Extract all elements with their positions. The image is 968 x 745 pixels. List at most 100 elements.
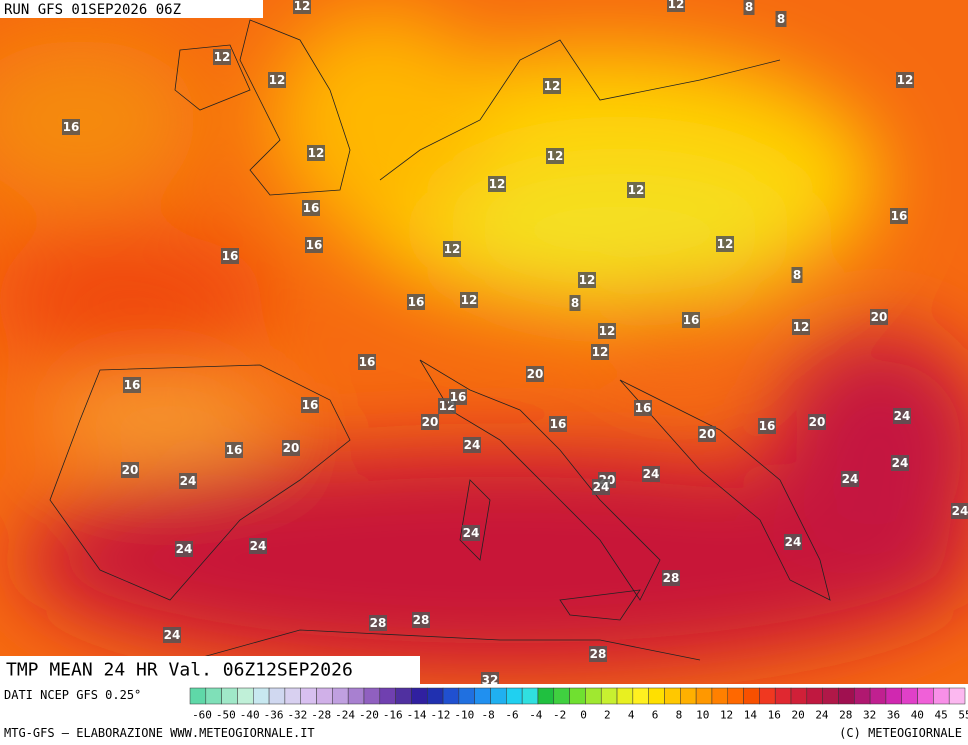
scale-label: 40 (911, 709, 924, 722)
scale-box (347, 687, 365, 705)
scale-label: -8 (482, 709, 495, 722)
scale-box (838, 687, 855, 705)
label-box (775, 11, 787, 27)
scale-box (316, 687, 333, 705)
scale-box (917, 687, 934, 705)
label-box (358, 354, 376, 370)
scale-box (869, 687, 887, 705)
isotherm-label: 12 (444, 242, 461, 256)
isotherm-label: 16 (683, 313, 700, 327)
label-box (592, 479, 610, 495)
label-box (634, 400, 652, 416)
isotherm-label: 20 (422, 415, 439, 429)
label-box (301, 397, 319, 413)
label-box (221, 248, 239, 264)
label-box (792, 319, 810, 335)
isotherm-label: 8 (777, 12, 785, 26)
scale-box (221, 687, 238, 705)
isotherm-label: 20 (871, 310, 888, 324)
scale-label: -12 (431, 709, 451, 722)
isotherm-label: 8 (793, 268, 801, 282)
label-box (225, 442, 243, 458)
label-box (784, 534, 802, 550)
label-box (305, 237, 323, 253)
isotherm-label: 16 (63, 120, 80, 134)
scale-box (600, 687, 618, 705)
label-box (642, 466, 660, 482)
isotherm-label: 12 (628, 183, 645, 197)
scale-label: 14 (744, 709, 758, 722)
label-box (758, 418, 776, 434)
scale-label: -14 (407, 709, 427, 722)
scale-label: 10 (696, 709, 709, 722)
scale-box (680, 687, 697, 705)
label-box (412, 612, 430, 628)
scale-label: -4 (529, 709, 543, 722)
scale-box (648, 687, 665, 705)
label-box (891, 455, 909, 471)
isotherm-label: 28 (370, 616, 387, 630)
isotherm-label: 12 (461, 293, 478, 307)
scale-box (901, 687, 918, 705)
scale-box (664, 687, 681, 705)
scale-box (774, 687, 792, 705)
scale-box (553, 687, 570, 705)
scale-label: 4 (628, 709, 635, 722)
scale-box (806, 687, 823, 705)
scale-box (885, 687, 902, 705)
isotherm-label: 12 (717, 237, 734, 251)
isotherm-label: 24 (463, 526, 480, 540)
isotherm-label: 16 (124, 378, 141, 392)
label-box (307, 145, 325, 161)
scale-label: 2 (604, 709, 611, 722)
isotherm-label: 24 (593, 480, 610, 494)
isotherm-label: 24 (785, 535, 802, 549)
isotherm-label: 28 (413, 613, 430, 627)
label-box (460, 292, 478, 308)
label-box (667, 0, 685, 12)
isotherm-label: 12 (897, 73, 914, 87)
isotherm-label: 24 (643, 467, 660, 481)
label-box (808, 414, 826, 430)
label-box (249, 538, 267, 554)
label-box (841, 471, 859, 487)
scale-box (521, 687, 539, 705)
label-box (662, 570, 680, 586)
scale-box (632, 687, 649, 705)
scale-label: -32 (287, 709, 307, 722)
scale-label: -10 (454, 709, 474, 722)
isotherm-label: 20 (283, 441, 300, 455)
isotherm-label: 12 (214, 50, 231, 64)
label-box (462, 525, 480, 541)
isotherm-label: 12 (489, 177, 506, 191)
isotherm-label: 16 (450, 390, 467, 404)
scale-box (189, 687, 207, 705)
isotherm-label: 12 (547, 149, 564, 163)
scale-label: 16 (768, 709, 781, 722)
scale-box (284, 687, 301, 705)
scale-label: -6 (505, 709, 518, 722)
scale-label: 6 (652, 709, 659, 722)
scale-box (363, 687, 381, 705)
scale-box (537, 687, 555, 705)
coastlines (49, 19, 831, 681)
isotherm-label: 28 (663, 571, 680, 585)
label-box (546, 148, 564, 164)
isotherm-label: 12 (668, 0, 685, 11)
label-box (449, 389, 467, 405)
label-box (282, 440, 300, 456)
scale-box (268, 687, 286, 705)
scale-box (854, 687, 871, 705)
isotherm-label: 24 (180, 474, 197, 488)
isotherm-label: 16 (226, 443, 243, 457)
isotherm-label: 16 (302, 398, 319, 412)
label-box (870, 309, 888, 325)
isotherm-label: 8 (571, 296, 579, 310)
scale-box (616, 687, 634, 705)
scale-box (506, 687, 523, 705)
scale-label: 12 (720, 709, 733, 722)
label-box (481, 672, 499, 684)
label-box (302, 200, 320, 216)
